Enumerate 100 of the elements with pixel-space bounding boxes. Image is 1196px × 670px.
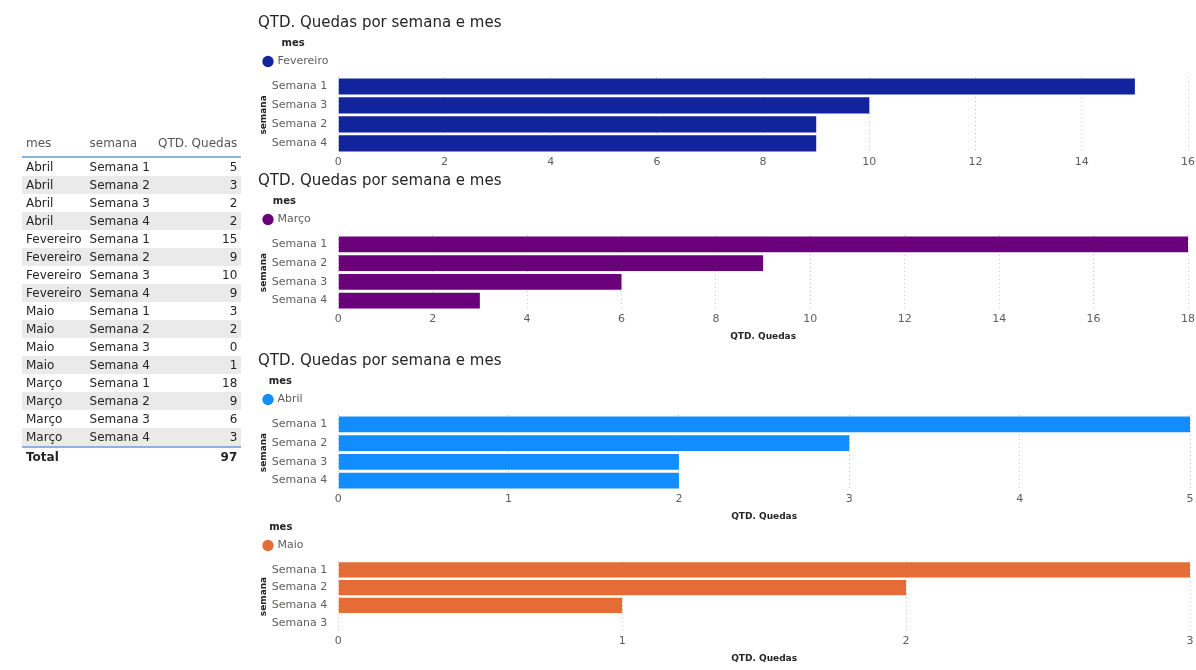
bar bbox=[338, 597, 623, 613]
bar bbox=[338, 236, 1188, 253]
text: Semana 4 bbox=[88, 429, 151, 446]
y-tick-label: Semana 1 bbox=[271, 79, 328, 93]
x-axis-title: QTD. Quedas bbox=[731, 510, 798, 521]
text: Semana 2 bbox=[88, 177, 151, 194]
x-tick-label: 4 bbox=[1016, 492, 1024, 506]
text: 1 bbox=[228, 357, 239, 374]
x-axis-title: QTD. Quedas bbox=[731, 652, 798, 663]
text: Fevereiro bbox=[25, 285, 83, 302]
x-tick-label: 2 bbox=[675, 492, 683, 506]
text: Maio bbox=[25, 339, 56, 356]
text: Semana 3 bbox=[88, 195, 151, 212]
text: mes bbox=[25, 135, 53, 152]
text: 97 bbox=[219, 449, 239, 466]
text: 10 bbox=[221, 267, 239, 284]
text: QTD. Quedas bbox=[156, 135, 239, 152]
x-tick-label: 10 bbox=[803, 312, 818, 326]
text: Semana 1 bbox=[88, 375, 151, 392]
legend-title: mes bbox=[272, 194, 297, 206]
text: Maio bbox=[25, 357, 56, 374]
y-tick-label: Semana 4 bbox=[271, 136, 328, 150]
legend-label: Maio bbox=[277, 538, 304, 552]
text: 15 bbox=[221, 231, 239, 248]
x-tick-label: 12 bbox=[897, 312, 912, 326]
y-tick-label: Semana 3 bbox=[271, 615, 328, 629]
text: Semana 1 bbox=[88, 303, 151, 320]
text: Semana 3 bbox=[88, 411, 151, 428]
legend-label: Abril bbox=[277, 392, 303, 406]
bar bbox=[338, 435, 850, 452]
x-tick-label: 6 bbox=[653, 155, 661, 169]
y-tick-label: Semana 2 bbox=[271, 435, 328, 449]
text: Abril bbox=[25, 177, 55, 194]
x-tick-label: 2 bbox=[429, 312, 437, 326]
x-tick-label: 0 bbox=[334, 155, 342, 169]
y-tick-label: Semana 1 bbox=[271, 562, 328, 576]
text: Abril bbox=[25, 195, 55, 212]
legend-title: mes bbox=[281, 36, 305, 48]
x-tick-label: 6 bbox=[617, 312, 625, 326]
x-tick-label: 5 bbox=[1186, 492, 1194, 506]
bar bbox=[338, 116, 817, 133]
bar bbox=[338, 255, 764, 272]
x-tick-label: 8 bbox=[759, 155, 767, 169]
x-tick-label: 14 bbox=[992, 312, 1007, 326]
text: Semana 2 bbox=[88, 393, 151, 410]
y-axis-title: semana bbox=[257, 432, 268, 473]
bar bbox=[338, 453, 679, 470]
bar bbox=[338, 562, 1190, 578]
bar bbox=[338, 97, 870, 114]
text: Semana 4 bbox=[88, 357, 151, 374]
legend-label: Março bbox=[277, 212, 312, 226]
y-tick-label: Semana 1 bbox=[271, 417, 328, 431]
x-tick-label: 4 bbox=[523, 312, 531, 326]
text: Março bbox=[25, 411, 64, 428]
y-tick-label: Semana 4 bbox=[271, 293, 328, 307]
chart-title: QTD. Quedas por semana e mes bbox=[258, 350, 502, 369]
chart-title: QTD. Quedas por semana e mes bbox=[258, 12, 502, 31]
text: 18 bbox=[221, 375, 239, 392]
x-tick-label: 2 bbox=[902, 634, 910, 648]
y-tick-label: Semana 3 bbox=[271, 98, 328, 112]
x-axis-title: QTD. Quedas bbox=[730, 330, 797, 341]
y-tick-label: Semana 3 bbox=[271, 454, 328, 468]
x-tick-label: 0 bbox=[334, 634, 342, 648]
text: 9 bbox=[228, 249, 239, 266]
x-tick-label: 1 bbox=[618, 634, 626, 648]
text: Maio bbox=[25, 321, 56, 338]
x-tick-label: 8 bbox=[712, 312, 720, 326]
text: 6 bbox=[228, 411, 239, 428]
x-tick-label: 4 bbox=[547, 155, 555, 169]
text: 9 bbox=[228, 393, 239, 410]
x-tick-label: 3 bbox=[845, 492, 853, 506]
y-tick-label: Semana 4 bbox=[271, 598, 328, 612]
x-tick-label: 1 bbox=[505, 492, 513, 506]
text: Abril bbox=[25, 213, 55, 230]
text: Semana 3 bbox=[88, 267, 151, 284]
y-tick-label: Semana 2 bbox=[271, 580, 328, 594]
text: Semana 4 bbox=[88, 285, 151, 302]
legend-title: mes bbox=[269, 520, 293, 532]
x-tick-label: 2 bbox=[440, 155, 448, 169]
x-tick-label: 0 bbox=[334, 312, 342, 326]
bar bbox=[338, 580, 907, 596]
bar bbox=[338, 78, 1135, 95]
text: Fevereiro bbox=[25, 267, 83, 284]
bar bbox=[338, 135, 817, 152]
x-tick-label: 18 bbox=[1181, 312, 1195, 326]
y-tick-label: Semana 3 bbox=[271, 274, 328, 288]
text: 3 bbox=[228, 177, 239, 194]
text: Março bbox=[25, 429, 64, 446]
text: Fevereiro bbox=[25, 249, 83, 266]
text: 2 bbox=[228, 213, 239, 230]
y-tick-label: Semana 2 bbox=[271, 255, 328, 269]
text: Fevereiro bbox=[25, 231, 83, 248]
text: Março bbox=[25, 393, 64, 410]
text: Março bbox=[25, 375, 64, 392]
text: Semana 4 bbox=[88, 213, 151, 230]
x-tick-label: 0 bbox=[334, 492, 342, 506]
text: 3 bbox=[228, 429, 239, 446]
y-axis-title: semana bbox=[257, 95, 268, 135]
text: Semana 1 bbox=[88, 231, 151, 248]
x-tick-label: 12 bbox=[968, 155, 983, 169]
